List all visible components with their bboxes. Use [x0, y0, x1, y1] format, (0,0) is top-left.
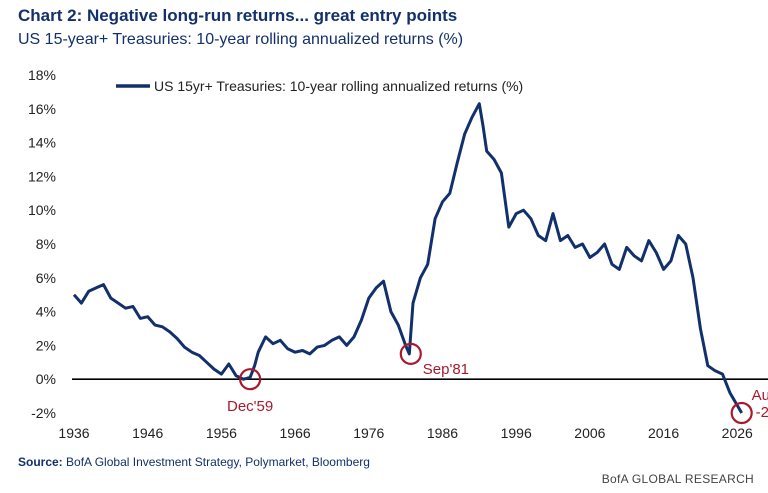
x-axis-ticks: 1936 1946 1956 1966 1976 1986 1996 2006 2016 2026 — [58, 425, 753, 441]
chart-title: Chart 2: Negative long-run returns... gr… — [18, 6, 458, 25]
legend: US 15yr+ Treasuries: 10-year rolling ann… — [116, 78, 523, 94]
x-tick-label: 1946 — [132, 425, 163, 441]
x-tick-label: 1936 — [58, 425, 89, 441]
x-tick-label: 1986 — [427, 425, 458, 441]
y-tick-label: 0% — [36, 371, 56, 387]
y-tick-label: 6% — [36, 270, 56, 286]
annotation-circle — [239, 368, 262, 391]
x-tick-label: 2016 — [648, 425, 679, 441]
chart-subtitle: US 15-year+ Treasuries: 10-year rolling … — [18, 31, 464, 48]
annotation-circle — [399, 342, 422, 365]
series-lines — [72, 102, 743, 414]
y-tick-label: -2% — [31, 405, 56, 421]
legend-label: US 15yr+ Treasuries: 10-year rolling ann… — [154, 78, 523, 94]
y-tick-label: 2% — [36, 337, 56, 353]
source-note: Source: BofA Global Investment Strategy,… — [18, 455, 370, 469]
annotations: Dec'59 Sep'81 Aug'26-2% — [227, 342, 768, 425]
y-tick-label: 10% — [28, 202, 56, 218]
annotation-label: Dec'59 — [227, 398, 273, 415]
x-tick-label: 2026 — [722, 425, 753, 441]
x-tick-label: 1976 — [353, 425, 384, 441]
annotation-circle — [730, 401, 753, 425]
y-tick-label: 18% — [28, 67, 56, 83]
y-axis-ticks: 18% 16% 14% 12% 10% 8% 6% 4% 2% 0% -2% — [28, 67, 56, 421]
line-chart: 18% 16% 14% 12% 10% 8% 6% 4% 2% 0% -2% 1936 1946 195… — [28, 67, 768, 441]
series-line — [72, 102, 743, 414]
y-tick-label: 12% — [28, 168, 56, 184]
source-label: Source: — [18, 455, 63, 469]
annotation-label: Sep'81 — [423, 361, 469, 378]
source-text: BofA Global Investment Strategy, Polymar… — [66, 455, 370, 469]
annotation-sublabel: -2% — [756, 404, 768, 421]
y-tick-label: 4% — [36, 304, 56, 320]
x-tick-label: 1996 — [501, 425, 532, 441]
brand-label: BofA GLOBAL RESEARCH — [601, 472, 754, 486]
y-tick-label: 14% — [28, 135, 56, 151]
x-tick-label: 1956 — [206, 425, 237, 441]
y-tick-label: 8% — [36, 236, 56, 252]
x-tick-label: 2006 — [574, 425, 605, 441]
annotation-label: Aug'26 — [752, 387, 768, 404]
y-tick-label: 16% — [28, 101, 56, 117]
x-tick-label: 1966 — [280, 425, 311, 441]
